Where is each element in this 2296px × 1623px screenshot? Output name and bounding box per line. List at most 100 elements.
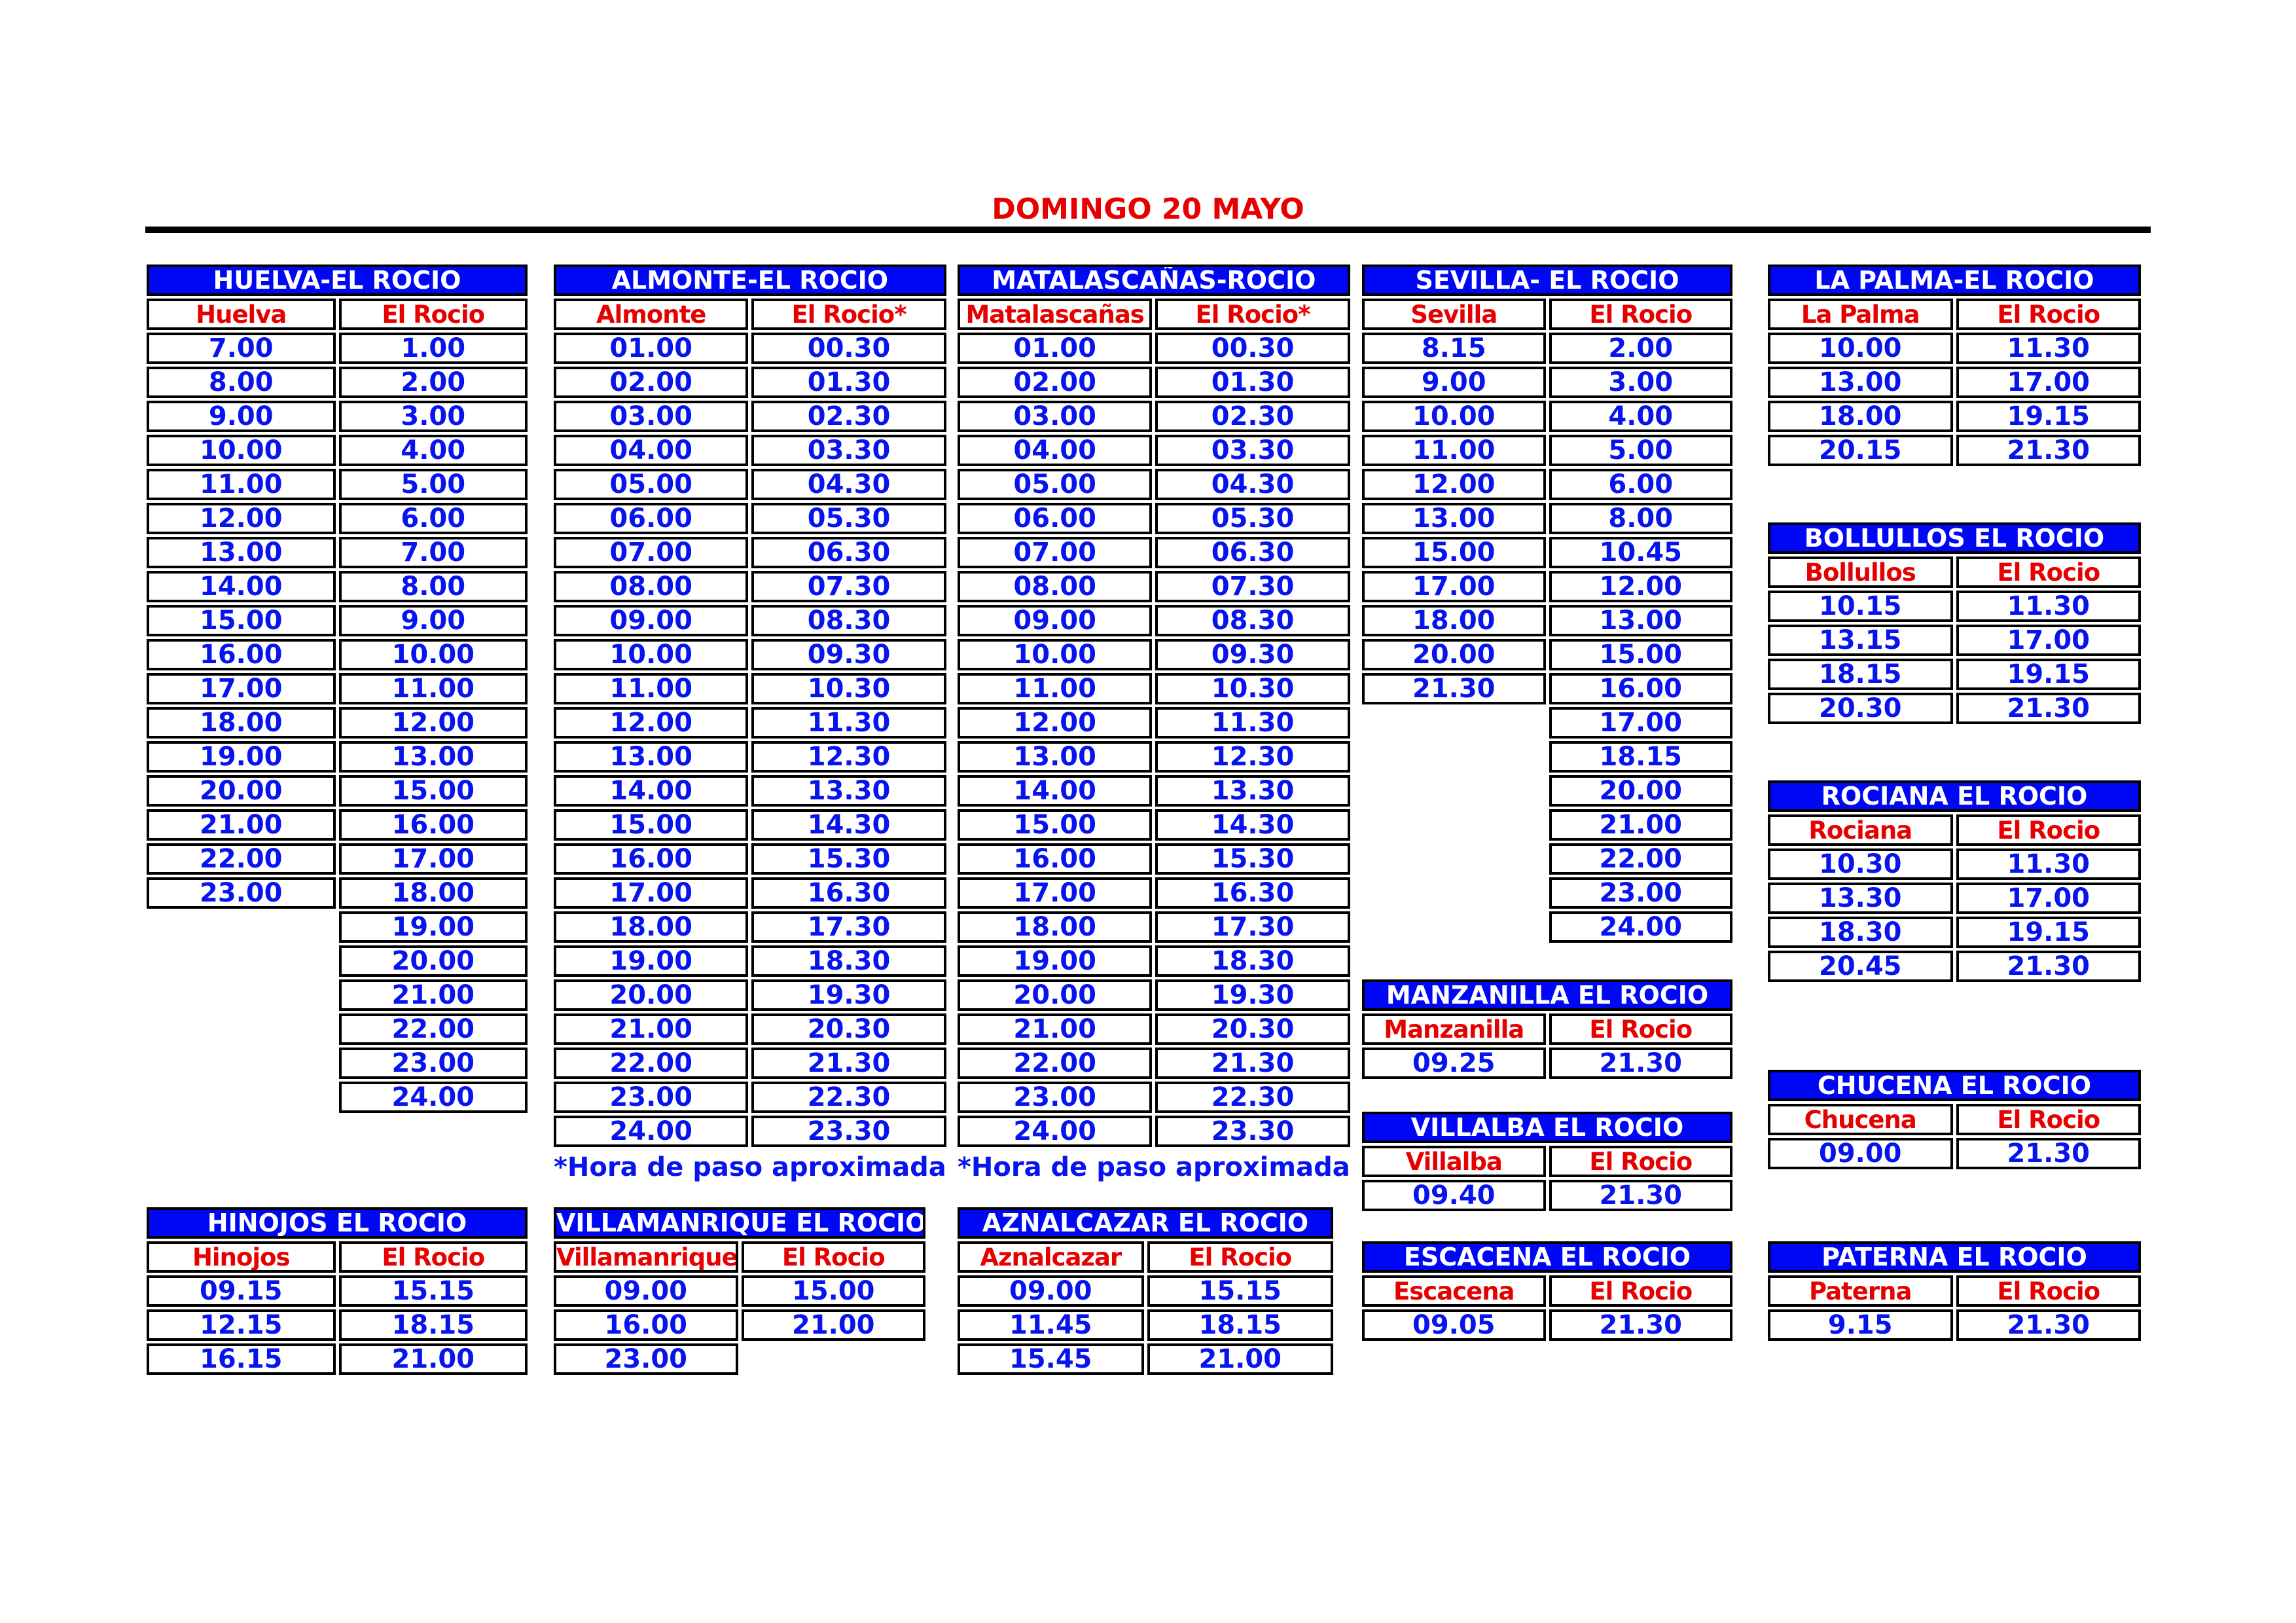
table-row: 20.00 [1362, 775, 1732, 807]
time-cell: 10.30 [751, 673, 946, 704]
table-title: SEVILLA- EL ROCIO [1362, 264, 1732, 296]
time-cell: 21.00 [1147, 1343, 1333, 1375]
column-header: El Rocio [1549, 1146, 1732, 1177]
table-title: LA PALMA-EL ROCIO [1768, 264, 2141, 296]
time-cell: 00.30 [751, 333, 946, 364]
time-cell: 9.00 [338, 605, 528, 636]
column-header: El Rocio [1956, 814, 2141, 846]
column-header: El Rocio [338, 299, 528, 330]
time-cell: 06.00 [958, 503, 1153, 534]
table-header-row: Almonte El Rocio* [554, 299, 946, 330]
time-cell: 21.30 [1155, 1048, 1350, 1079]
table-row: 18.15 19.15 [1768, 659, 2141, 690]
time-cell: 21.30 [1956, 435, 2141, 466]
time-cell: 18.15 [338, 1309, 528, 1341]
table-row: 22.00 21.30 [554, 1048, 946, 1079]
time-cell: 7.00 [147, 333, 336, 364]
time-cell: 21.30 [1362, 673, 1546, 704]
time-cell: 19.30 [1155, 979, 1350, 1011]
time-cell: 07.00 [554, 537, 749, 568]
table-row: 23.00 22.30 [554, 1082, 946, 1113]
time-cell: 24.00 [1549, 911, 1732, 943]
table-row: 7.00 1.00 [147, 333, 528, 364]
table-row: 10.00 09.30 [958, 639, 1350, 670]
column-header: Chucena [1768, 1104, 1953, 1135]
table-matalascanas: MATALASCAÑAS-ROCIO Matalascañas El Rocio… [958, 264, 1350, 1182]
time-cell: 10.15 [1768, 591, 1953, 622]
time-cell: 19.00 [338, 911, 528, 943]
table-row: 9.00 3.00 [1362, 367, 1732, 398]
table-row: 09.15 15.15 [147, 1275, 528, 1307]
table-row: 03.00 02.30 [958, 401, 1350, 432]
table-header-row: Paterna El Rocio [1768, 1275, 2141, 1307]
time-cell: 5.00 [1549, 435, 1732, 466]
time-cell: 9.00 [147, 401, 336, 432]
time-cell: 18.00 [1768, 401, 1953, 432]
table-title: ALMONTE-EL ROCIO [554, 264, 946, 296]
table-row: 03.00 02.30 [554, 401, 946, 432]
time-cell: 17.30 [751, 911, 946, 943]
table-row: 16.00 21.00 [554, 1309, 925, 1341]
table-row: 07.00 06.30 [554, 537, 946, 568]
table-row: 20.00 15.00 [147, 775, 528, 807]
table-row: 19.00 18.30 [554, 945, 946, 977]
table-row: 02.00 01.30 [554, 367, 946, 398]
time-cell: 15.00 [1362, 537, 1546, 568]
time-cell: 18.15 [1768, 659, 1953, 690]
time-cell: 03.00 [554, 401, 749, 432]
table-body: 01.00 00.30 02.00 01.30 03.00 02.30 04.00 03.30… [554, 333, 946, 1147]
time-cell: 15.30 [751, 843, 946, 875]
table-manzanilla: MANZANILLA EL ROCIO Manzanilla El Rocio … [1362, 979, 1732, 1079]
time-cell: 9.00 [1362, 367, 1546, 398]
empty-cell [1362, 911, 1546, 943]
table-row: 08.00 07.30 [958, 571, 1350, 602]
table-row: 17.00 12.00 [1362, 571, 1732, 602]
table-row: 22.00 [147, 1013, 528, 1045]
time-cell: 21.00 [554, 1013, 749, 1045]
column-header: Villamanrique [554, 1241, 738, 1273]
table-body: 10.30 11.30 13.30 17.00 18.30 19.15 20.45 21.30 [1768, 848, 2141, 982]
time-cell: 6.00 [338, 503, 528, 534]
table-row: 09.00 15.15 [958, 1275, 1333, 1307]
time-cell: 23.30 [1155, 1116, 1350, 1147]
time-cell: 20.00 [1362, 639, 1546, 670]
time-cell: 2.00 [338, 367, 528, 398]
table-body: 09.00 21.30 [1768, 1138, 2141, 1169]
table-row: 01.00 00.30 [554, 333, 946, 364]
table-body: 01.00 00.30 02.00 01.30 03.00 02.30 04.00 03.30… [958, 333, 1350, 1147]
time-cell: 18.00 [338, 877, 528, 909]
time-cell: 15.00 [147, 605, 336, 636]
time-cell: 13.30 [1155, 775, 1350, 807]
time-cell: 19.15 [1956, 659, 2141, 690]
time-cell: 8.00 [147, 367, 336, 398]
empty-cell [1362, 707, 1546, 739]
time-cell: 12.00 [958, 707, 1153, 739]
table-row: 18.15 [1362, 741, 1732, 773]
time-cell: 18.00 [147, 707, 336, 739]
time-cell: 21.30 [1956, 951, 2141, 982]
time-cell: 13.15 [1768, 625, 1953, 656]
time-cell: 16.00 [147, 639, 336, 670]
empty-cell [147, 945, 336, 977]
table-row: 14.00 13.30 [958, 775, 1350, 807]
table-row: 11.45 18.15 [958, 1309, 1333, 1341]
time-cell: 12.00 [1362, 469, 1546, 500]
time-cell: 20.45 [1768, 951, 1953, 982]
time-cell: 17.00 [1549, 707, 1732, 739]
time-cell: 21.30 [1956, 693, 2141, 724]
time-cell: 16.00 [554, 1309, 738, 1341]
table-row: 12.00 6.00 [147, 503, 528, 534]
time-cell: 04.00 [554, 435, 749, 466]
time-cell: 15.00 [958, 809, 1153, 841]
column-header: Aznalcazar [958, 1241, 1144, 1273]
table-row: 14.00 8.00 [147, 571, 528, 602]
column-header: Manzanilla [1362, 1013, 1546, 1045]
time-cell: 04.00 [958, 435, 1153, 466]
table-row: 21.30 16.00 [1362, 673, 1732, 704]
table-sevilla: SEVILLA- EL ROCIO Sevilla El Rocio 8.15 2… [1362, 264, 1732, 943]
time-cell: 18.30 [751, 945, 946, 977]
time-cell: 05.30 [1155, 503, 1350, 534]
time-cell: 12.00 [338, 707, 528, 739]
time-cell: 16.15 [147, 1343, 336, 1375]
time-cell: 23.00 [338, 1048, 528, 1079]
